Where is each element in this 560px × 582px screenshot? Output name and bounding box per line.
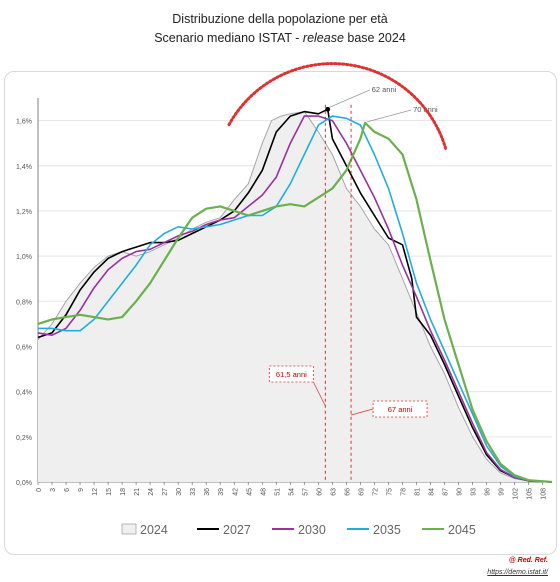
legend-label-2035: 2035 (373, 523, 401, 537)
peak-callout-line-b (366, 109, 412, 123)
x-tick-label: 69 (358, 488, 365, 496)
x-tick-label: 66 (344, 488, 351, 496)
chart-subtitle: Scenario mediano ISTAT - release base 20… (154, 31, 406, 45)
x-tick-label: 21 (134, 488, 141, 496)
x-tick-label: 75 (386, 488, 393, 496)
legend-label-2027: 2027 (223, 523, 251, 537)
y-tick-label: 1,2% (16, 209, 32, 216)
x-tick-label: 42 (232, 488, 239, 496)
x-tick-label: 60 (316, 488, 323, 496)
x-tick-label: 72 (372, 488, 379, 496)
median-label-a: 61,5 anni (276, 370, 307, 379)
y-tick-label: 0,4% (16, 390, 32, 397)
x-tick-label: 63 (330, 488, 337, 496)
legend-swatch-2024 (121, 523, 137, 535)
y-tick-label: 1,4% (16, 164, 32, 171)
x-tick-label: 9 (78, 488, 85, 492)
y-tick-label: 0,0% (16, 480, 32, 487)
peak-callout-line-a (329, 89, 370, 108)
x-tick-label: 12 (92, 488, 99, 496)
x-tick-label: 0 (36, 488, 43, 492)
x-tick-label: 87 (443, 488, 450, 496)
x-tick-label: 108 (541, 488, 548, 500)
line-series-2035 (38, 115, 553, 483)
line-series-2030 (37, 115, 553, 483)
y-tick-label: 0,6% (16, 344, 32, 351)
median-leader-b (350, 408, 374, 416)
x-tick-label: 33 (190, 488, 197, 496)
x-tick-label: 3 (50, 488, 57, 492)
peak-marker-a (325, 106, 331, 112)
x-tick-label: 18 (120, 488, 127, 496)
x-tick-label: 105 (527, 488, 534, 500)
y-tick-label: 1,6% (16, 119, 32, 126)
area-2024 (38, 111, 552, 482)
x-tick-label: 57 (302, 488, 309, 496)
x-tick-label: 6 (64, 488, 71, 492)
line-series-2027 (37, 108, 553, 483)
x-tick-label: 48 (260, 488, 267, 496)
y-tick-label: 1,0% (16, 254, 32, 261)
peak-arc (227, 62, 448, 151)
x-tick-label: 24 (148, 488, 155, 496)
source-link[interactable]: https://demo.istat.it/ (487, 569, 548, 576)
x-tick-label: 78 (400, 488, 407, 496)
x-tick-label: 84 (429, 488, 436, 496)
credit-text: @ Red. Ref. (508, 557, 548, 564)
line-series-2024 (37, 111, 553, 483)
legend-label-2030: 2030 (298, 523, 326, 537)
x-tick-label: 30 (176, 488, 183, 496)
chart-title: Distribuzione della popolazione per età (172, 12, 388, 26)
line-series-2045 (37, 121, 553, 484)
x-tick-label: 36 (204, 488, 211, 496)
x-tick-label: 99 (499, 488, 506, 496)
median-leader-a (313, 381, 326, 407)
peak-callout-label-a: 62 anni (372, 85, 397, 94)
x-tick-label: 90 (457, 488, 464, 496)
legend-label-2024: 2024 (140, 523, 168, 537)
x-tick-label: 54 (288, 488, 295, 496)
x-tick-label: 102 (513, 488, 520, 500)
x-tick-label: 81 (414, 488, 421, 496)
x-tick-label: 45 (246, 488, 253, 496)
median-label-b: 67 anni (388, 405, 413, 414)
median-label-box-a (268, 365, 314, 383)
x-tick-label: 27 (162, 488, 169, 496)
x-tick-label: 39 (218, 488, 225, 496)
x-tick-label: 96 (485, 488, 492, 496)
y-tick-label: 0,8% (16, 299, 32, 306)
x-tick-label: 15 (106, 488, 113, 496)
x-tick-label: 93 (471, 488, 478, 496)
x-tick-label: 51 (274, 488, 281, 496)
legend-label-2045: 2045 (448, 523, 476, 537)
y-tick-label: 0,2% (16, 435, 32, 442)
